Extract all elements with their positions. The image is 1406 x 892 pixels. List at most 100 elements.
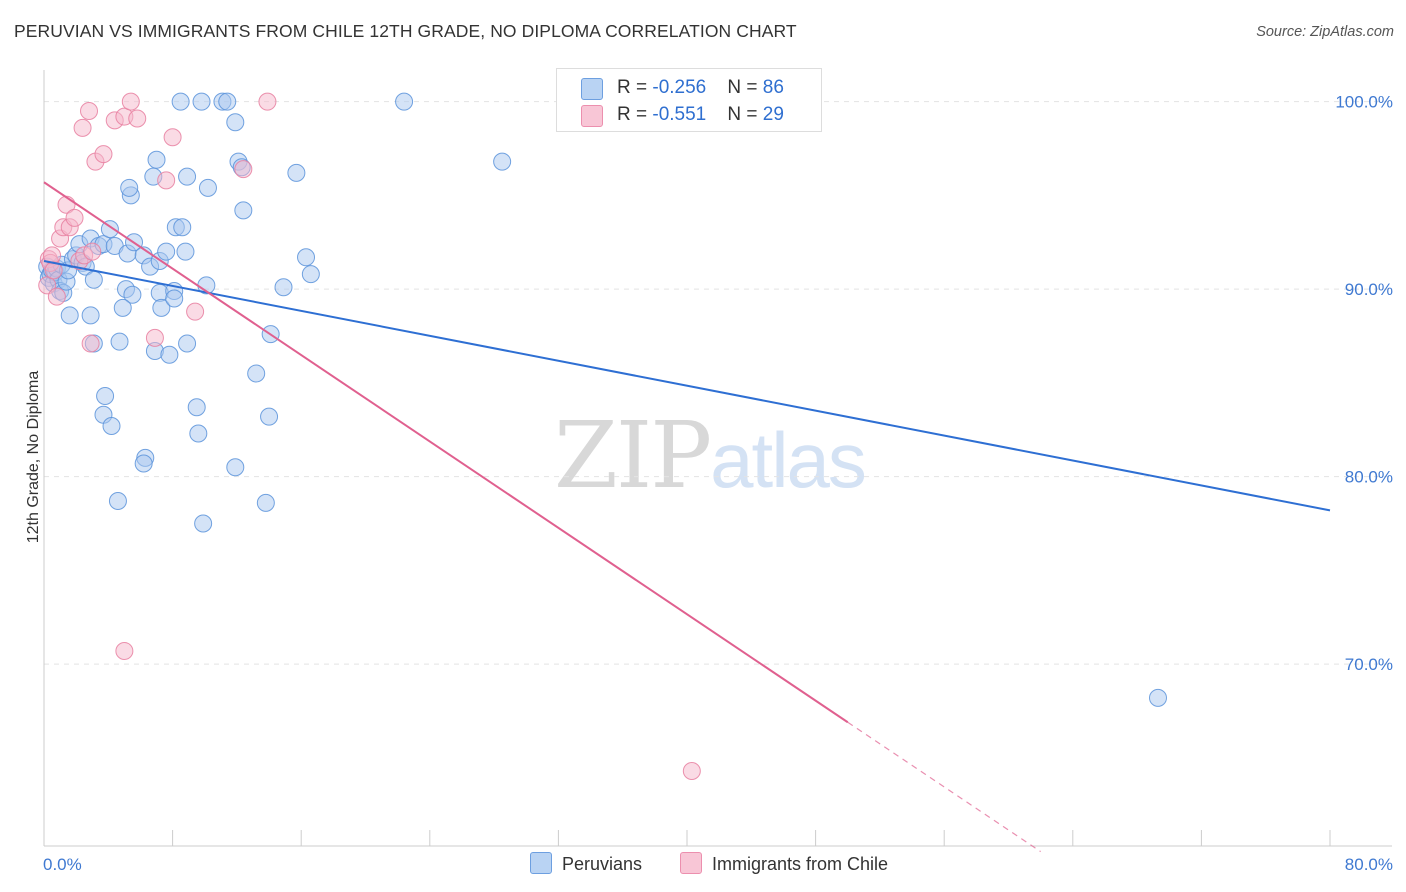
y-tick-labels: 100.0% 90.0% 80.0% 70.0% [1335,93,1393,675]
x-tick-label: 0.0% [43,855,82,874]
watermark: ZIPatlas [554,402,867,509]
peruvians-points [38,92,1167,707]
legend-r-label: R = [617,104,653,125]
peruvian-point [160,345,179,364]
x-ticks [43,830,1331,846]
watermark-atlas: atlas [710,416,867,504]
chile-point [234,160,253,179]
peruvian-point [147,150,166,169]
chile-point [94,145,113,164]
bottom-legend-label-chile: Immigrants from Chile [712,854,889,874]
peruvian-point [218,92,237,111]
chile-point [65,208,84,227]
peruvian-point [194,514,213,533]
chile-points [38,92,701,780]
peruvian-point [171,92,190,111]
legend-n-label: N = [727,77,763,98]
y-tick-label: 100.0% [1335,93,1393,112]
chile-point [682,762,701,780]
legend-r-label: R = [617,77,653,98]
peruvian-point [493,152,512,171]
legend-n-label: N = [727,104,763,125]
chile-point [73,118,92,137]
peruvian-point [178,167,197,186]
bottom-legend-swatch-pink [680,852,702,874]
peruvian-point [96,387,115,405]
y-tick-label: 90.0% [1345,280,1393,299]
legend-n-value: 29 [762,104,784,125]
peruvian-point [247,364,266,383]
peruvian-point [60,306,79,325]
chile-point [80,102,99,120]
x-tick-labels: 0.0% 80.0% [43,855,1393,874]
peruvian-point [176,242,195,261]
peruvian-point [108,492,127,510]
bottom-legend-label-peruvians: Peruvians [562,854,643,874]
peruvian-point [120,178,139,197]
peruvian-point [301,265,320,284]
peruvian-point [102,417,121,435]
chile-point [83,242,102,261]
peruvian-point [395,92,414,111]
peruvian-point [110,332,129,351]
chile-point [81,334,100,353]
chile-point [186,302,205,321]
bottom-legend-swatch-blue [530,852,552,874]
legend-r-value: -0.256 [652,77,707,98]
peruvian-point [178,334,197,353]
peruvian-point [152,298,171,317]
chile-point [115,642,134,660]
chart-title: PERUVIAN VS IMMIGRANTS FROM CHILE 12TH G… [14,21,797,41]
watermark-zip: ZIP [554,402,712,509]
legend-text-peruvians: R = -0.256 N = 86 [617,77,784,99]
peruvian-point [198,178,217,197]
correlation-legend: R = -0.256 N = 86 R = -0.551 N = 29 [556,68,822,132]
peruvian-point [274,278,293,297]
peruvian-point [297,248,316,267]
peruvian-point [81,306,100,325]
peruvian-point [123,285,142,304]
legend-swatch-blue [581,78,603,100]
trend-lines [43,181,1331,853]
chile-point [145,328,164,347]
chile-trend-line [43,181,849,724]
chart-source: Source: ZipAtlas.com [1256,24,1394,40]
chile-point [258,92,277,111]
peruvian-point [113,298,132,317]
peruvian-point [234,201,253,220]
x-tick-label: 80.0% [1345,855,1393,874]
peruvian-point [260,407,279,426]
chile-point [157,171,176,190]
legend-r-value: -0.551 [652,104,707,125]
legend-swatch-pink [581,105,603,127]
legend-text-chile: R = -0.551 N = 29 [617,104,784,126]
peruvian-point [192,92,211,111]
peruvian-point [189,424,208,443]
peruvian-point [1148,688,1167,707]
y-tick-label: 70.0% [1345,655,1393,674]
peruvian-point [173,218,192,237]
y-tick-label: 80.0% [1345,468,1393,487]
peruvian-point [134,454,153,473]
grid-lines [44,101,1392,665]
peruvian-point [226,458,245,477]
axes [43,70,1392,847]
chile-point [128,109,147,128]
bottom-legend-peruvians: Peruvians [530,852,642,875]
chile-point [163,128,182,147]
peruvian-point [226,113,245,132]
peruvian-point [157,242,176,261]
peruvians-trend-line [43,260,1331,512]
peruvian-point [165,289,184,308]
peruvian-point [256,493,275,512]
y-axis-title: 12th Grade, No Diploma [25,371,42,544]
peruvian-point [187,398,206,417]
peruvian-point [287,163,306,182]
legend-n-value: 86 [762,77,784,98]
bottom-legend-chile: Immigrants from Chile [680,852,888,875]
chile-point [121,92,140,111]
chile-trend-line-extension [847,721,1041,853]
chile-point [47,287,66,306]
peruvian-point [84,270,103,289]
